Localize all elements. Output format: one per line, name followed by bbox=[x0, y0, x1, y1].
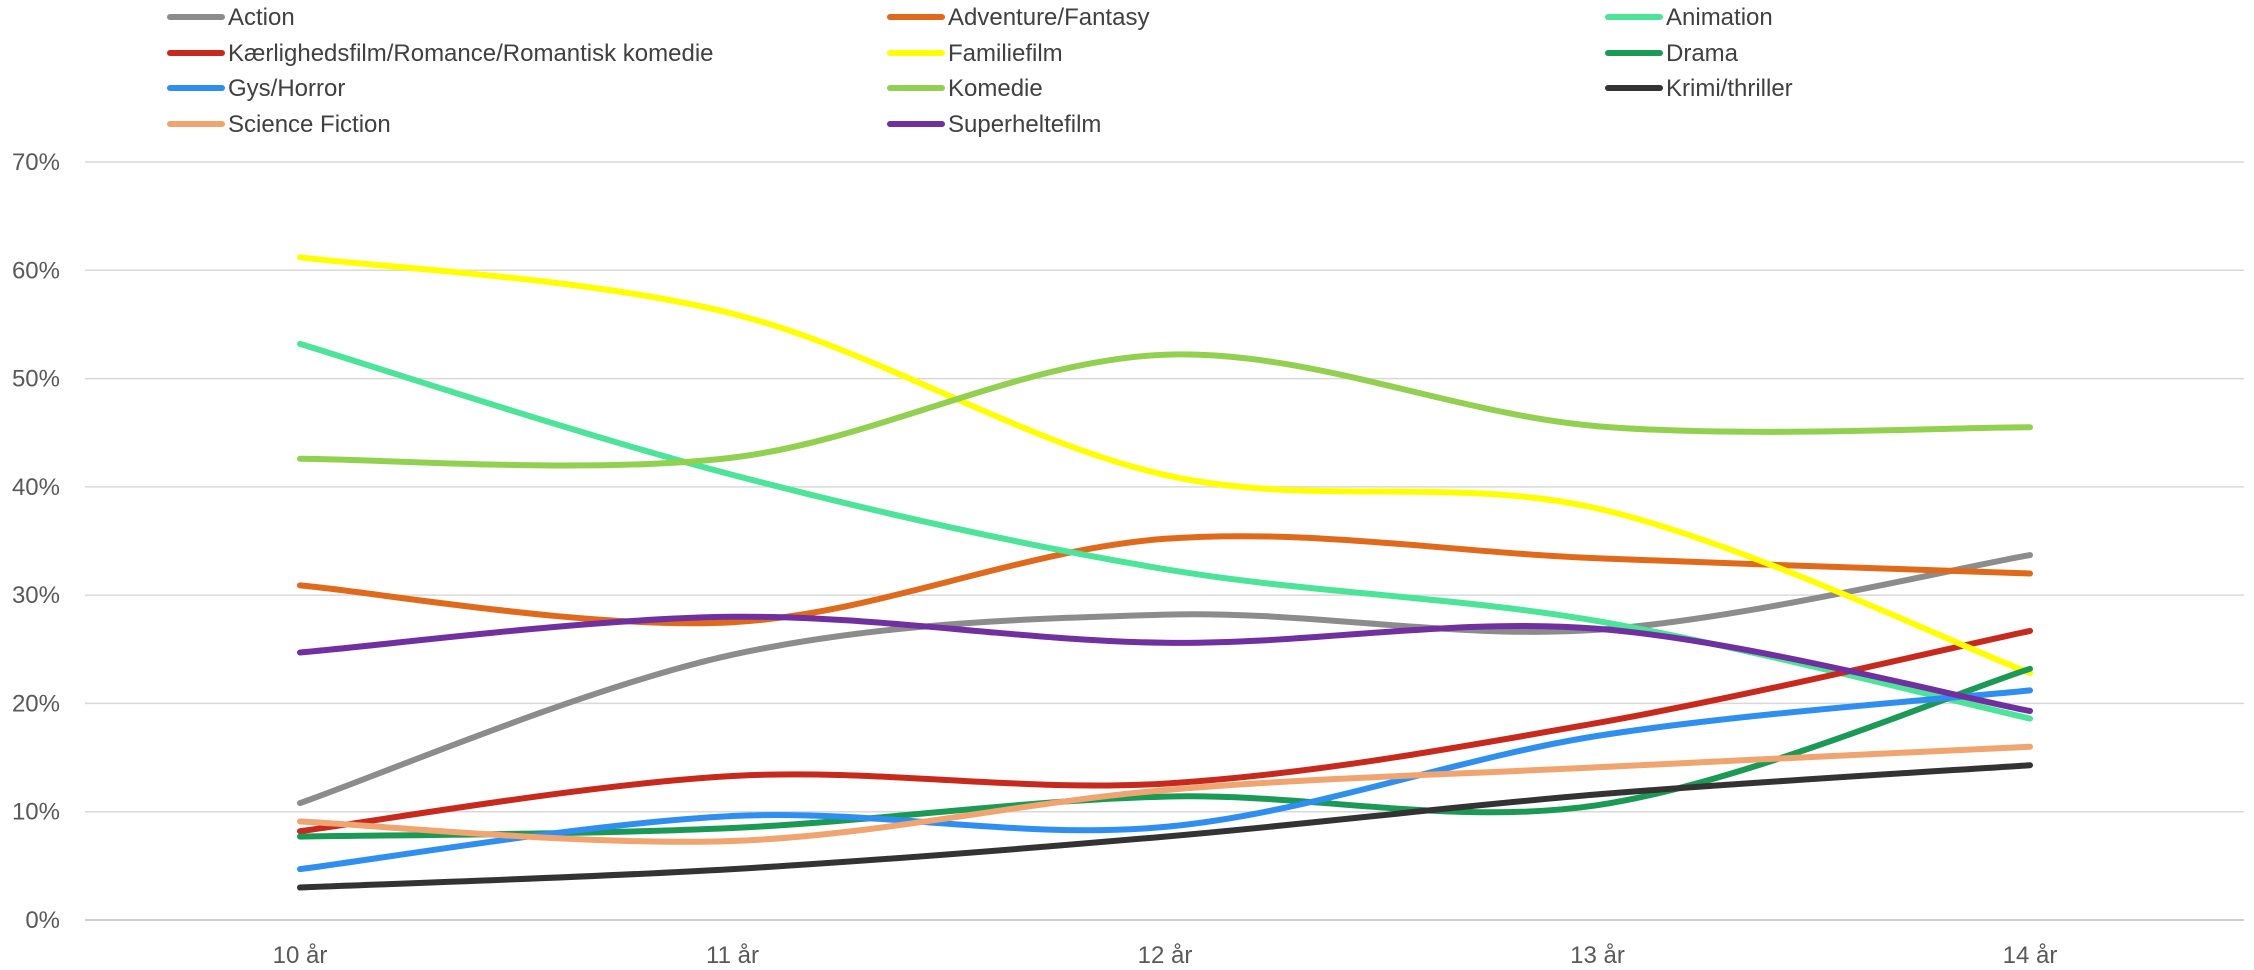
x-tick-label: 14 år bbox=[2003, 942, 2058, 969]
legend: Action Adventure/Fantasy Animation Kærlighe… bbox=[167, 4, 1793, 138]
series-animation bbox=[297, 340, 2033, 722]
series-krimi-thriller bbox=[297, 762, 2033, 891]
legend-label: Animation bbox=[1666, 4, 1773, 31]
legend-item-science-fiction: Science Fiction bbox=[167, 111, 391, 138]
x-tick-label: 10 år bbox=[273, 942, 328, 969]
legend-item-superheltefilm: Superheltefilm bbox=[887, 111, 1101, 138]
legend-label: Krimi/thriller bbox=[1666, 75, 1793, 102]
series-familiefilm bbox=[297, 254, 2033, 677]
legend-label: Komedie bbox=[948, 75, 1043, 102]
legend-item-animation: Animation bbox=[1605, 4, 1773, 31]
series-line-komedie bbox=[297, 351, 2033, 469]
series-adventure-fantasy bbox=[297, 533, 2033, 627]
axes: 0% 10% 20% 30% 40% 50% 60% 70% 10 år 11 år 12 år 13… bbox=[12, 149, 2057, 969]
legend-item-krimi-thriller: Krimi/thriller bbox=[1605, 75, 1793, 102]
series-line-familiefilm bbox=[297, 254, 2033, 677]
y-tick-label: 10% bbox=[12, 799, 60, 826]
legend-label: Gys/Horror bbox=[228, 75, 345, 102]
series-action bbox=[297, 552, 2033, 807]
y-tick-label: 50% bbox=[12, 366, 60, 393]
y-tick-label: 40% bbox=[12, 474, 60, 501]
series-line-drama bbox=[297, 665, 2033, 840]
series-superheltefilm bbox=[297, 613, 2033, 714]
legend-item-adventure-fantasy: Adventure/Fantasy bbox=[887, 4, 1149, 31]
series-lines bbox=[297, 254, 2033, 891]
series-line-superheltefilm bbox=[297, 613, 2033, 714]
series-line-gys-horror bbox=[297, 687, 2033, 873]
series-line-adventure-fantasy bbox=[297, 533, 2033, 627]
y-tick-label: 60% bbox=[12, 257, 60, 284]
legend-item-action: Action bbox=[167, 4, 295, 31]
y-tick-label: 70% bbox=[12, 149, 60, 176]
x-tick-label: 12 år bbox=[1138, 942, 1193, 969]
series-science-fiction bbox=[297, 743, 2033, 845]
legend-item-familiefilm: Familiefilm bbox=[887, 40, 1063, 67]
legend-label: Superheltefilm bbox=[948, 111, 1101, 138]
y-tick-label: 0% bbox=[25, 907, 60, 934]
series-drama bbox=[297, 665, 2033, 840]
series-line-action bbox=[297, 552, 2033, 807]
legend-label: Drama bbox=[1666, 40, 1739, 67]
legend-item-drama: Drama bbox=[1605, 40, 1739, 67]
series-line-animation bbox=[297, 340, 2033, 722]
series-gys-horror bbox=[297, 687, 2033, 873]
series-komedie bbox=[297, 351, 2033, 469]
series-k-rlighedsfilm-romance-romantisk-komedie bbox=[297, 627, 2033, 835]
x-tick-label: 13 år bbox=[1570, 942, 1625, 969]
y-tick-label: 20% bbox=[12, 690, 60, 717]
legend-label: Adventure/Fantasy bbox=[948, 4, 1149, 31]
legend-label: Action bbox=[228, 4, 295, 31]
x-tick-label: 11 år bbox=[706, 942, 759, 969]
legend-label: Kærlighedsfilm/Romance/Romantisk komedie bbox=[228, 40, 714, 67]
legend-label: Familiefilm bbox=[948, 40, 1063, 67]
legend-label: Science Fiction bbox=[228, 111, 391, 138]
legend-item-gys-horror: Gys/Horror bbox=[167, 75, 345, 102]
legend-item-k-rlighedsfilm-romance-romantisk-komedie: Kærlighedsfilm/Romance/Romantisk komedie bbox=[167, 40, 714, 67]
series-line-k-rlighedsfilm-romance-romantisk-komedie bbox=[297, 627, 2033, 835]
y-tick-label: 30% bbox=[12, 582, 60, 609]
legend-item-komedie: Komedie bbox=[887, 75, 1043, 102]
